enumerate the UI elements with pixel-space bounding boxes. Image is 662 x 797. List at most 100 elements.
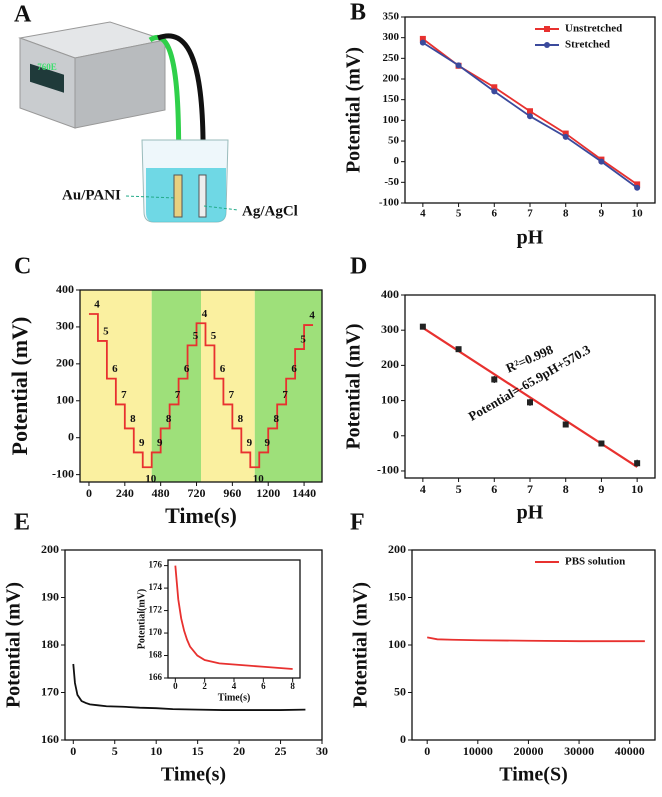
point-label: 4 bbox=[202, 308, 208, 320]
panel: 0 240 480 720 960 1200 1440 -100 0 100 200 300 400 Ti… bbox=[7, 254, 323, 528]
panel: 0 5 10 15 20 25 30160170180190200Time(s)Potent… bbox=[3, 510, 328, 786]
point bbox=[419, 323, 426, 330]
x-tick-label: 5 bbox=[456, 482, 462, 496]
point bbox=[598, 440, 605, 447]
pointer bbox=[203, 205, 239, 211]
x-tick-label: 9 bbox=[598, 482, 604, 496]
y-tick-label: 150 bbox=[388, 589, 406, 603]
electrode-au bbox=[173, 174, 183, 218]
y-tick-label: 174 bbox=[149, 582, 163, 592]
point bbox=[634, 460, 641, 467]
point-label: 9 bbox=[247, 437, 253, 449]
y-tick-label: 200 bbox=[381, 357, 399, 371]
y-tick-label: 200 bbox=[56, 356, 74, 370]
display bbox=[30, 63, 64, 93]
y-tick-label: 300 bbox=[381, 322, 399, 336]
point-label: 6 bbox=[184, 363, 190, 375]
x-tick-label: 4 bbox=[420, 208, 426, 220]
point bbox=[455, 346, 462, 353]
y-tick-label: 200 bbox=[388, 542, 406, 556]
y-tick-label: -100 bbox=[379, 197, 400, 209]
series-line bbox=[72, 663, 306, 711]
point-label: 5 bbox=[300, 334, 306, 346]
panel: 0 2 4 6 8 166 168 170 172 174 176 Time(s) Potential(… bbox=[136, 559, 301, 703]
point-label: 9 bbox=[139, 437, 145, 449]
series-line bbox=[174, 565, 293, 670]
y-tick-label: 200 bbox=[383, 73, 400, 85]
x-tick-label: 720 bbox=[188, 486, 206, 500]
device-side bbox=[74, 39, 166, 129]
x-tick-label: 25 bbox=[275, 744, 287, 758]
y-tick-label: 250 bbox=[383, 52, 400, 64]
legend-label: Stretched bbox=[565, 39, 610, 51]
x-tick-label: 480 bbox=[152, 486, 170, 500]
x-tick-label: 0 bbox=[86, 486, 92, 500]
x-tick-label: 6 bbox=[491, 482, 497, 496]
x-tick-label: 20 bbox=[233, 744, 245, 758]
solution bbox=[146, 168, 226, 222]
y-tick-label: 190 bbox=[41, 589, 59, 603]
background-band bbox=[254, 290, 322, 482]
y-tick-label: 150 bbox=[383, 93, 400, 105]
y-axis-title: Potential(mV) bbox=[136, 589, 147, 650]
point-label: 10 bbox=[145, 473, 157, 485]
plot-frame bbox=[167, 559, 301, 679]
y-tick-label: 350 bbox=[383, 11, 400, 23]
y-tick-label: 0 bbox=[400, 732, 406, 746]
x-tick-label: 6 bbox=[492, 208, 498, 220]
point-label: 7 bbox=[282, 389, 288, 401]
x-tick-label: 4 bbox=[232, 681, 237, 691]
y-axis-title: Potential (mV) bbox=[3, 582, 25, 708]
x-axis-title: pH bbox=[517, 227, 544, 249]
illustration: A 760E Au/PANI Ag/AgCl bbox=[14, 2, 298, 223]
marker bbox=[598, 158, 605, 165]
x-tick-label: 10 bbox=[150, 744, 162, 758]
point bbox=[527, 399, 533, 406]
panel-label: E bbox=[14, 510, 30, 536]
point-label: 9 bbox=[265, 437, 271, 449]
x-axis-title: Time(s) bbox=[165, 503, 237, 528]
marker bbox=[527, 113, 533, 120]
x-tick-label: 7 bbox=[527, 208, 533, 220]
y-tick-label: 300 bbox=[56, 319, 74, 333]
point-label: 8 bbox=[166, 413, 172, 425]
y-tick-label: 170 bbox=[41, 684, 59, 698]
point-label: 5 bbox=[211, 330, 217, 342]
y-tick-label: 100 bbox=[56, 393, 74, 407]
y-tick-label: 200 bbox=[41, 542, 59, 556]
x-tick-label: 2 bbox=[202, 681, 207, 691]
x-tick-label: 5 bbox=[112, 744, 118, 758]
marker bbox=[562, 130, 569, 137]
point bbox=[491, 376, 498, 383]
x-tick-label: 15 bbox=[192, 744, 204, 758]
series-line bbox=[427, 636, 645, 643]
panel-label: D bbox=[350, 254, 367, 280]
x-tick-label: 30000 bbox=[564, 744, 594, 758]
point-label: 7 bbox=[229, 389, 235, 401]
panel-label: A bbox=[14, 2, 32, 28]
panel-label: C bbox=[14, 254, 31, 280]
marker bbox=[419, 35, 426, 42]
point-label: 5 bbox=[193, 330, 199, 342]
x-tick-label: 8 bbox=[563, 482, 569, 496]
legend-label: PBS solution bbox=[565, 556, 625, 568]
x-tick-label: 0 bbox=[173, 681, 178, 691]
y-axis-title: Potential (mV) bbox=[350, 582, 372, 708]
marker bbox=[562, 133, 569, 140]
y-axis-title: Potential (mV) bbox=[343, 323, 365, 449]
y-tick-label: -100 bbox=[377, 463, 399, 477]
x-tick-label: 8 bbox=[290, 681, 295, 691]
y-tick-label: 100 bbox=[388, 637, 406, 651]
plot-frame bbox=[79, 289, 323, 483]
fit-line bbox=[422, 326, 638, 468]
marker bbox=[491, 88, 498, 95]
marker bbox=[634, 181, 641, 188]
y-tick-label: 172 bbox=[149, 605, 163, 615]
marker bbox=[527, 108, 533, 115]
point-label: 4 bbox=[94, 299, 100, 311]
electrode-label: Au/PANI bbox=[62, 187, 121, 203]
plot-frame bbox=[64, 549, 323, 741]
point-label: 7 bbox=[121, 389, 127, 401]
panel: 4 5 6 7 8 9 10 -100 -50 0 50 100 150 200 250 300 350 pH Po… bbox=[343, 0, 656, 249]
point-label: 10 bbox=[253, 473, 265, 485]
